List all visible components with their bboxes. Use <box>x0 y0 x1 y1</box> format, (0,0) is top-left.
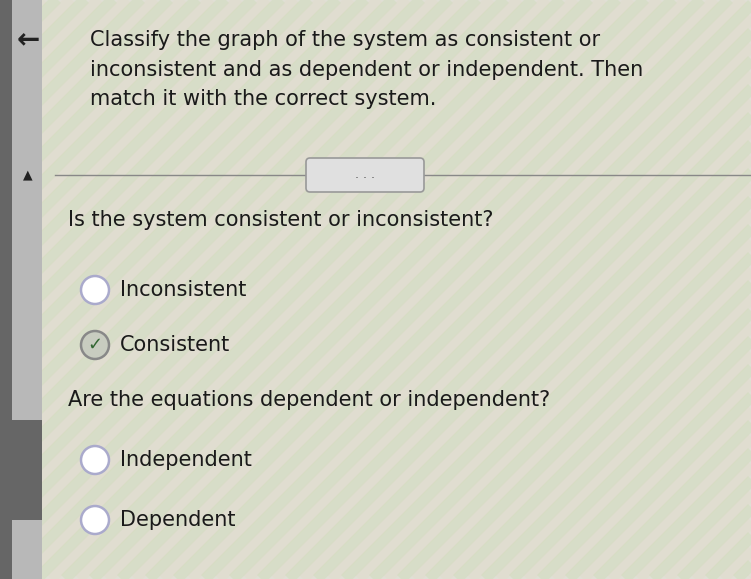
Text: Independent: Independent <box>120 450 252 470</box>
Ellipse shape <box>81 446 109 474</box>
FancyBboxPatch shape <box>306 158 424 192</box>
Ellipse shape <box>81 331 109 359</box>
Ellipse shape <box>81 276 109 304</box>
Polygon shape <box>0 0 12 579</box>
Text: Are the equations dependent or independent?: Are the equations dependent or independe… <box>68 390 550 410</box>
Text: Dependent: Dependent <box>120 510 236 530</box>
Text: ←: ← <box>17 26 40 54</box>
Text: ✓: ✓ <box>87 336 103 354</box>
Text: Is the system consistent or inconsistent?: Is the system consistent or inconsistent… <box>68 210 493 230</box>
Polygon shape <box>12 0 42 579</box>
Text: Classify the graph of the system as consistent or
inconsistent and as dependent : Classify the graph of the system as cons… <box>90 30 644 109</box>
Ellipse shape <box>81 506 109 534</box>
Text: Inconsistent: Inconsistent <box>120 280 246 300</box>
Text: Consistent: Consistent <box>120 335 231 355</box>
Text: ▲: ▲ <box>23 168 33 181</box>
Text: . . .: . . . <box>355 168 375 181</box>
Polygon shape <box>12 420 42 520</box>
